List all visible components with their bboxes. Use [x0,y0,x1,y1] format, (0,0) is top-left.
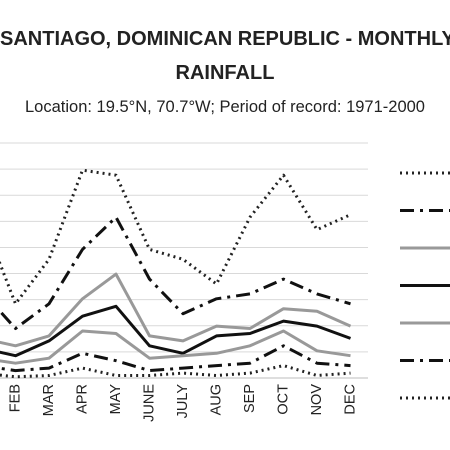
x-tick-label: SEP [242,384,258,413]
series-line-3 [0,272,352,348]
series-line-4 [0,304,352,358]
gridlines [0,142,368,379]
chart-title: SANTIAGO, DOMINICAN REPUBLIC - MONTHLY [0,28,450,50]
x-tick-label: JUNE [141,384,157,422]
x-tick-label: DEC [342,384,358,415]
x-tick-label: MAY [108,384,124,415]
series-line-1 [0,168,352,306]
x-tick-label: FEB [7,384,23,412]
x-tick-label: AUG [208,384,224,415]
legend [400,171,450,400]
x-tick-label: OCT [275,384,291,415]
x-tick-label: JULY [175,384,191,419]
chart-subtitle: Location: 19.5°N, 70.7°W; Period of reco… [25,98,425,116]
x-axis-tick-labels: JANFEBMARAPRMAYJUNEJULYAUGSEPOCTNOVDEC [7,384,358,422]
x-tick-label: NOV [309,384,325,416]
series-lines [0,168,352,379]
series-line-6 [0,344,351,373]
x-tick-label: MAR [41,384,57,416]
series-line-7 [0,364,351,379]
series-line-2 [0,215,351,330]
series-line-5 [0,329,351,365]
chart-title-line2: RAINFALL [175,62,275,84]
x-tick-label: APR [74,384,90,414]
